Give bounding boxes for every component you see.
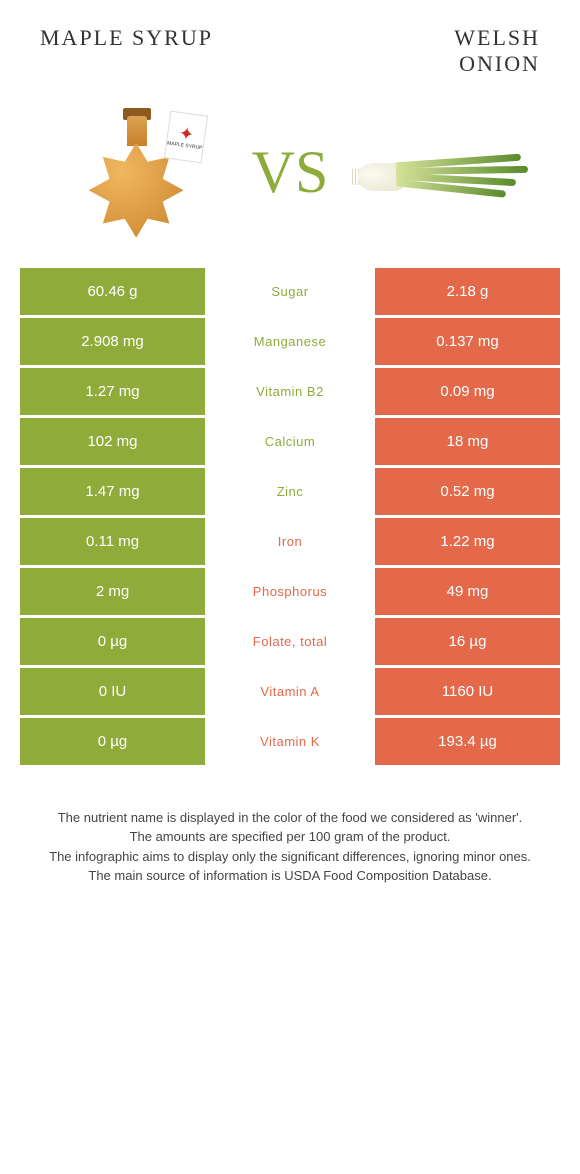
nutrient-name-cell: Manganese	[205, 318, 375, 365]
right-value-cell: 49 mg	[375, 568, 560, 615]
left-value-cell: 2.908 mg	[20, 318, 205, 365]
header: MAPLE SYRUP WELSH ONION	[0, 0, 580, 88]
product-tag-icon: ✦ MAPLE SYRUP	[163, 110, 207, 163]
maple-syrup-image: ✦ MAPLE SYRUP	[52, 98, 222, 248]
left-value-cell: 0 µg	[20, 718, 205, 765]
footer-line: The main source of information is USDA F…	[40, 866, 540, 886]
right-value-cell: 193.4 µg	[375, 718, 560, 765]
right-food-title: WELSH ONION	[400, 25, 540, 78]
footer-line: The infographic aims to display only the…	[40, 847, 540, 867]
nutrient-comparison-table: 60.46 gSugar2.18 g2.908 mgManganese0.137…	[0, 268, 580, 768]
right-value-cell: 1.22 mg	[375, 518, 560, 565]
bottle-neck-icon	[127, 116, 147, 146]
right-value-cell: 0.137 mg	[375, 318, 560, 365]
left-value-cell: 60.46 g	[20, 268, 205, 315]
left-value-cell: 0.11 mg	[20, 518, 205, 565]
welsh-onion-image	[358, 98, 528, 248]
tag-maple-leaf-icon: ✦	[177, 124, 194, 144]
nutrient-name-cell: Vitamin B2	[205, 368, 375, 415]
table-row: 0 IUVitamin A1160 IU	[20, 668, 560, 718]
table-row: 0 µgFolate, total16 µg	[20, 618, 560, 668]
nutrient-name-cell: Folate, total	[205, 618, 375, 665]
table-row: 102 mgCalcium18 mg	[20, 418, 560, 468]
table-row: 1.47 mgZinc0.52 mg	[20, 468, 560, 518]
images-row: ✦ MAPLE SYRUP VS	[0, 88, 580, 268]
footer-notes: The nutrient name is displayed in the co…	[0, 768, 580, 906]
left-food-title: MAPLE SYRUP	[40, 25, 213, 78]
right-value-cell: 1160 IU	[375, 668, 560, 715]
nutrient-name-cell: Vitamin A	[205, 668, 375, 715]
right-value-cell: 2.18 g	[375, 268, 560, 315]
footer-line: The nutrient name is displayed in the co…	[40, 808, 540, 828]
left-value-cell: 0 µg	[20, 618, 205, 665]
footer-line: The amounts are specified per 100 gram o…	[40, 827, 540, 847]
nutrient-name-cell: Iron	[205, 518, 375, 565]
left-value-cell: 102 mg	[20, 418, 205, 465]
left-value-cell: 1.27 mg	[20, 368, 205, 415]
nutrient-name-cell: Vitamin K	[205, 718, 375, 765]
left-value-cell: 2 mg	[20, 568, 205, 615]
left-value-cell: 1.47 mg	[20, 468, 205, 515]
table-row: 0 µgVitamin K193.4 µg	[20, 718, 560, 768]
table-row: 1.27 mgVitamin B20.09 mg	[20, 368, 560, 418]
nutrient-name-cell: Sugar	[205, 268, 375, 315]
nutrient-name-cell: Phosphorus	[205, 568, 375, 615]
tag-text: MAPLE SYRUP	[166, 140, 202, 151]
table-row: 0.11 mgIron1.22 mg	[20, 518, 560, 568]
right-value-cell: 0.52 mg	[375, 468, 560, 515]
table-row: 2 mgPhosphorus49 mg	[20, 568, 560, 618]
right-value-cell: 18 mg	[375, 418, 560, 465]
table-row: 2.908 mgManganese0.137 mg	[20, 318, 560, 368]
right-value-cell: 0.09 mg	[375, 368, 560, 415]
nutrient-name-cell: Zinc	[205, 468, 375, 515]
nutrient-name-cell: Calcium	[205, 418, 375, 465]
table-row: 60.46 gSugar2.18 g	[20, 268, 560, 318]
left-value-cell: 0 IU	[20, 668, 205, 715]
vs-label: VS	[252, 138, 329, 207]
right-value-cell: 16 µg	[375, 618, 560, 665]
